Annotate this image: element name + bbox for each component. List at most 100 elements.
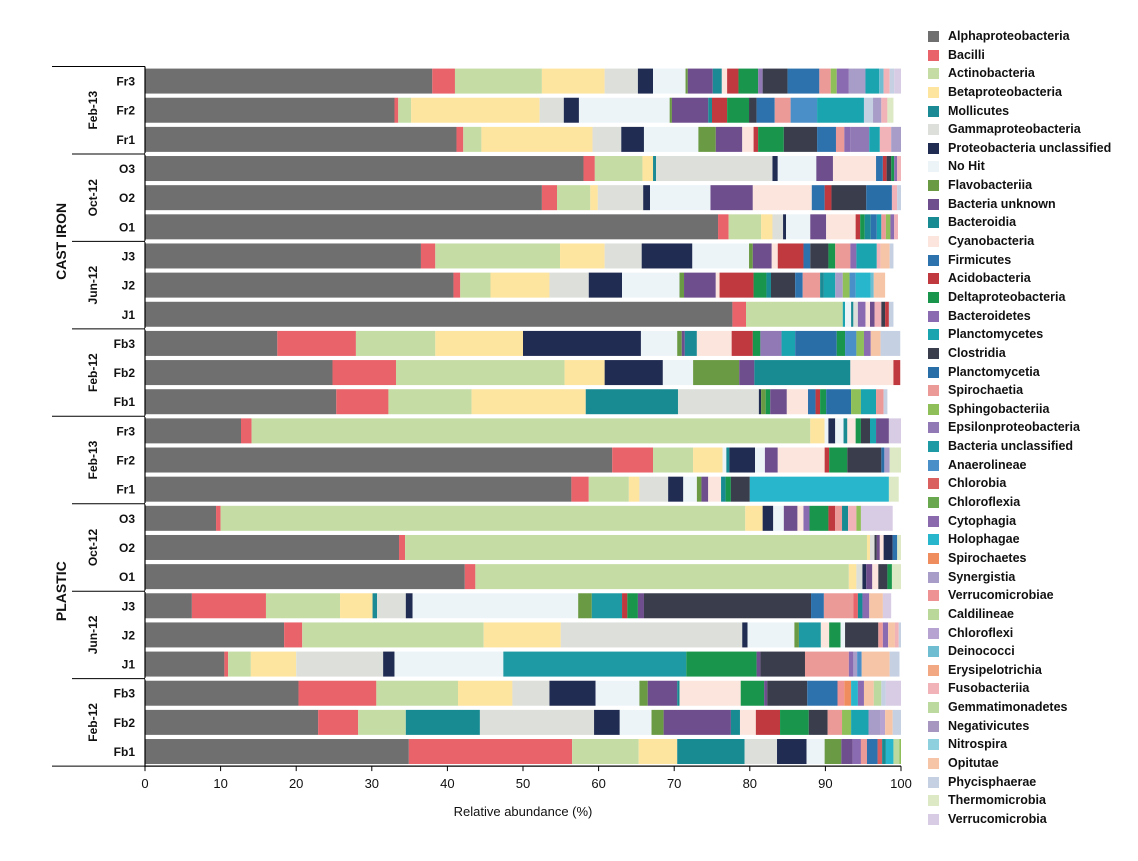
bar-segment <box>355 330 436 356</box>
bar-segment <box>849 272 856 298</box>
bar-segment <box>408 739 573 765</box>
bar-segment <box>841 739 853 765</box>
bar-segment <box>722 447 727 473</box>
bar-segment <box>454 68 542 94</box>
bar-segment <box>866 739 878 765</box>
bar-segment <box>760 651 805 677</box>
bar-segment <box>405 534 867 560</box>
legend-swatch <box>928 515 939 527</box>
bar-segment <box>463 126 482 152</box>
bar-segment <box>653 447 694 473</box>
bar-segment <box>808 389 816 415</box>
bar-segment <box>744 739 778 765</box>
bar-segment <box>837 680 845 706</box>
bar-segment <box>590 185 598 211</box>
bar-segment <box>677 680 680 706</box>
bar-segment <box>653 156 657 182</box>
bar-segment <box>765 389 771 415</box>
bar-segment <box>340 593 373 619</box>
bar-segment <box>758 68 763 94</box>
bar-segment <box>503 651 687 677</box>
bar-segment <box>679 680 741 706</box>
legend-swatch <box>928 478 939 490</box>
legend-label: Bacteroidia <box>948 215 1017 230</box>
bar-segment <box>766 272 771 298</box>
bar-segment <box>302 622 484 648</box>
bar-segment <box>827 709 843 735</box>
bar-segment <box>889 447 901 473</box>
bar-segment <box>881 680 886 706</box>
legend-label: Sphingobacteriia <box>948 401 1050 416</box>
bar-segment <box>619 709 652 735</box>
bar-segment <box>405 709 480 735</box>
bar-segment <box>692 243 750 269</box>
bar-segment <box>850 126 870 152</box>
bar-segment <box>889 651 900 677</box>
sample-label: O2 <box>119 541 135 555</box>
bar-segment <box>758 126 784 152</box>
legend-swatch <box>928 627 939 639</box>
bar-segment <box>891 156 895 182</box>
bar-segment <box>850 360 894 386</box>
bar-segment <box>860 418 870 444</box>
bar-segment <box>685 68 688 94</box>
bar-segment <box>881 301 886 327</box>
bar-segment <box>883 534 893 560</box>
bar-segment <box>251 418 811 444</box>
bar-segment <box>719 272 754 298</box>
bar-segment <box>870 534 875 560</box>
legend-swatch <box>928 291 939 303</box>
bar-segment <box>729 447 756 473</box>
legend: Alphaproteobacteria Bacilli Actinobacteria… <box>928 28 1133 830</box>
bar-segment <box>887 97 894 123</box>
legend-swatch <box>928 459 939 471</box>
x-tick-label: 80 <box>743 776 757 791</box>
bar-segment <box>823 272 836 298</box>
bar-segment <box>824 185 832 211</box>
legend-item: Chlorobia <box>928 475 1133 494</box>
bar-segment <box>870 330 881 356</box>
bar-segment <box>847 447 882 473</box>
legend-swatch <box>928 105 939 117</box>
bar-segment <box>395 360 565 386</box>
legend-label: Holophagae <box>948 532 1020 547</box>
bar-segment <box>628 476 640 502</box>
legend-label: Chlorobia <box>948 476 1007 491</box>
legend-item: Synergistia <box>928 569 1133 588</box>
bar-segment <box>851 680 858 706</box>
bar-segment <box>653 68 686 94</box>
bar-segment <box>145 680 299 706</box>
bar-segment <box>894 68 901 94</box>
legend-label: Synergistia <box>948 569 1016 584</box>
bar-segment <box>627 593 638 619</box>
sample-label: Fr1 <box>116 483 135 497</box>
sample-label: J3 <box>122 599 136 613</box>
bar-segment <box>621 126 644 152</box>
bar-segment <box>358 709 406 735</box>
bar-segment <box>752 185 812 211</box>
bar-segment <box>770 272 796 298</box>
legend-swatch <box>928 441 939 453</box>
bar-segment <box>866 534 870 560</box>
bar-segment <box>888 301 894 327</box>
legend-label: Clostridia <box>948 345 1006 360</box>
bar-segment <box>802 272 821 298</box>
bar-segment <box>870 214 877 240</box>
bar-segment <box>671 97 709 123</box>
bar-segment <box>145 418 242 444</box>
bar-segment <box>842 505 849 531</box>
legend-swatch <box>928 403 939 415</box>
bar-segment <box>835 126 845 152</box>
bar-segment <box>475 564 849 590</box>
bar-segment <box>398 97 412 123</box>
legend-swatch <box>928 142 939 154</box>
bar-segment <box>808 709 828 735</box>
bar-segment <box>739 360 755 386</box>
bar-segment <box>855 418 861 444</box>
sample-label: Fb3 <box>114 337 136 351</box>
group-label: Jun-12 <box>86 615 100 654</box>
x-tick-label: 60 <box>591 776 605 791</box>
bar-segment <box>843 418 848 444</box>
bar-segment <box>835 243 851 269</box>
legend-label: Mollicutes <box>948 103 1010 118</box>
